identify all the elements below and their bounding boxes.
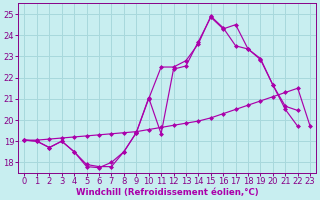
X-axis label: Windchill (Refroidissement éolien,°C): Windchill (Refroidissement éolien,°C) <box>76 188 259 197</box>
